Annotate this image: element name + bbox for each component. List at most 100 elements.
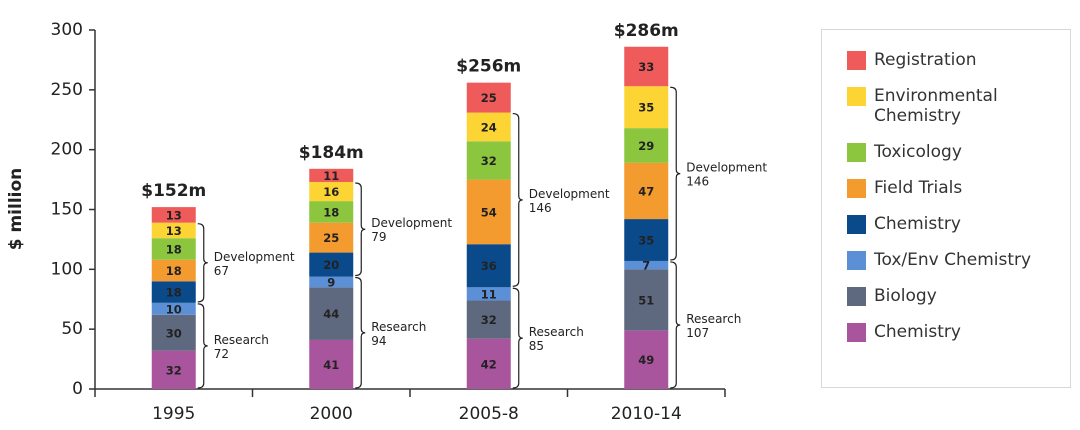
x-tick-label: 2005-8 (459, 404, 519, 424)
segment-label: 18 (166, 242, 182, 256)
legend-swatch (847, 251, 866, 270)
group-value: 107 (686, 325, 709, 339)
group-brace (670, 86, 681, 261)
bar-segment (309, 252, 354, 277)
legend-item: Registration (847, 50, 1070, 70)
legend-item: Chemistry (847, 214, 1070, 234)
bar-segment (624, 269, 669, 331)
segment-label: 33 (638, 60, 654, 74)
group-name: Research (529, 325, 584, 339)
segment-label: 20 (323, 258, 339, 272)
segment-label: 7 (642, 259, 650, 273)
legend-swatch (847, 323, 866, 342)
group-name: Development (371, 216, 452, 230)
legend-item: Toxicology (847, 142, 1070, 162)
segment-label: 25 (481, 91, 497, 105)
bar-segment (624, 46, 669, 87)
bar-segment (624, 219, 669, 261)
segment-label: 35 (638, 101, 654, 115)
total-label: $152m (141, 181, 206, 201)
segment-label: 18 (323, 205, 339, 219)
group-name: Development (686, 160, 767, 174)
segment-label: 47 (638, 184, 654, 198)
bar-segment (151, 302, 196, 315)
bar-segment (466, 244, 511, 288)
legend-swatch (847, 215, 866, 234)
segment-label: 51 (638, 293, 654, 307)
legend-item: Field Trials (847, 178, 1070, 198)
legend-label: Field Trials (874, 178, 963, 198)
group-label: Development 146 (529, 186, 610, 214)
total-label: $256m (456, 57, 521, 77)
legend-swatch (847, 287, 866, 306)
bar-segment (151, 238, 196, 260)
bar-segment (466, 338, 511, 389)
y-tick-label: 150 (51, 200, 83, 220)
segment-label: 16 (323, 185, 339, 199)
bar-segment (151, 207, 196, 223)
bar-segment (309, 168, 354, 182)
legend-swatch (847, 179, 866, 198)
bar-segment (466, 141, 511, 180)
segment-label: 32 (481, 313, 497, 327)
group-label: Development 146 (686, 160, 767, 188)
legend-label: Environmental Chemistry (874, 86, 998, 126)
legend-label: Tox/Env Chemistry (874, 250, 1032, 270)
group-brace (512, 287, 523, 389)
segment-label: 24 (481, 120, 497, 134)
total-label: $286m (614, 21, 679, 41)
legend-item: Chemistry (847, 322, 1070, 342)
y-tick-label: 0 (72, 379, 83, 399)
group-value: 94 (371, 333, 386, 347)
bar-segment (151, 222, 196, 239)
bar-segment (624, 260, 669, 270)
legend-item: Environmental Chemistry (847, 86, 1070, 126)
group-label: Research 94 (371, 319, 426, 347)
legend-label: Chemistry (874, 214, 961, 234)
segment-label: 13 (166, 224, 182, 238)
legend-label: Toxicology (874, 142, 962, 162)
group-label: Research 85 (529, 325, 584, 353)
bar-segment (151, 281, 196, 303)
bar-segment (466, 112, 511, 142)
group-value: 79 (371, 230, 386, 244)
segment-label: 13 (166, 208, 182, 222)
group-brace (197, 303, 208, 389)
segment-label: 30 (166, 326, 182, 340)
group-brace (197, 223, 208, 303)
bar-segment (309, 339, 354, 389)
y-tick-label: 100 (51, 259, 83, 279)
group-brace (355, 276, 366, 389)
segment-label: 42 (481, 357, 497, 371)
x-tick-label: 2010-14 (611, 404, 682, 424)
group-label: Research 72 (214, 332, 269, 360)
bar-segment (151, 259, 196, 282)
total-label: $184m (299, 143, 364, 163)
bar-segment (309, 181, 354, 202)
segment-label: 29 (638, 139, 654, 153)
y-tick-label: 250 (51, 80, 83, 100)
group-brace (670, 261, 681, 389)
legend-swatch (847, 143, 866, 162)
legend-label: Chemistry (874, 322, 961, 342)
bar-segment (466, 300, 511, 339)
segment-label: 18 (166, 264, 182, 278)
segment-label: 54 (481, 205, 497, 219)
legend: Registration Environmental Chemistry Toxic… (821, 29, 1071, 388)
segment-label: 18 (166, 286, 182, 300)
bar-segment (309, 276, 354, 288)
group-value: 146 (529, 200, 552, 214)
x-tick-label: 1995 (152, 404, 195, 424)
group-brace (512, 112, 523, 287)
group-name: Research (371, 319, 426, 333)
group-name: Research (214, 332, 269, 346)
segment-label: 10 (166, 302, 182, 316)
group-name: Development (214, 249, 295, 263)
x-tick-label: 2000 (310, 404, 353, 424)
bar-segment (309, 222, 354, 253)
segment-label: 25 (323, 231, 339, 245)
group-value: 72 (214, 346, 229, 360)
bar-segment (624, 330, 669, 389)
legend-swatch (847, 87, 866, 106)
